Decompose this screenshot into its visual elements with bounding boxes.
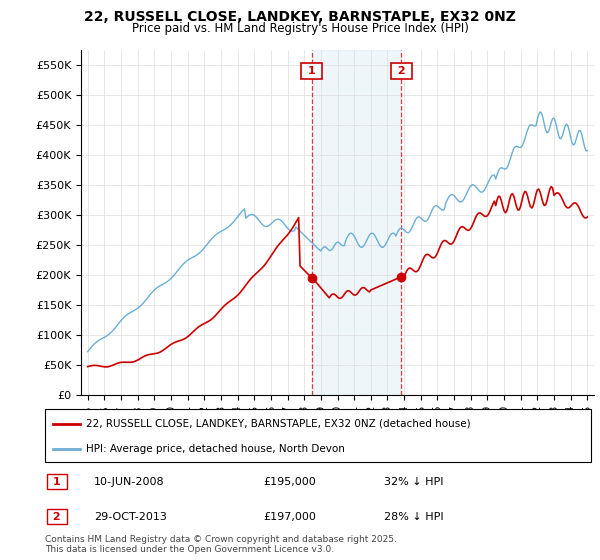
Text: 22, RUSSELL CLOSE, LANDKEY, BARNSTAPLE, EX32 0NZ (detached house): 22, RUSSELL CLOSE, LANDKEY, BARNSTAPLE, … <box>86 419 470 429</box>
FancyBboxPatch shape <box>45 409 591 462</box>
Text: HPI: Average price, detached house, North Devon: HPI: Average price, detached house, Nort… <box>86 444 345 454</box>
Text: £195,000: £195,000 <box>263 477 316 487</box>
Text: 2: 2 <box>394 66 409 76</box>
Text: 29-OCT-2013: 29-OCT-2013 <box>94 512 167 521</box>
Text: Price paid vs. HM Land Registry's House Price Index (HPI): Price paid vs. HM Land Registry's House … <box>131 22 469 35</box>
Text: 32% ↓ HPI: 32% ↓ HPI <box>383 477 443 487</box>
Text: £197,000: £197,000 <box>263 512 316 521</box>
Text: 10-JUN-2008: 10-JUN-2008 <box>94 477 165 487</box>
Text: 1: 1 <box>49 477 65 487</box>
Text: 2: 2 <box>49 512 65 521</box>
Text: 1: 1 <box>304 66 319 76</box>
Text: Contains HM Land Registry data © Crown copyright and database right 2025.
This d: Contains HM Land Registry data © Crown c… <box>45 535 397 554</box>
Bar <box>311 50 401 395</box>
Text: 22, RUSSELL CLOSE, LANDKEY, BARNSTAPLE, EX32 0NZ: 22, RUSSELL CLOSE, LANDKEY, BARNSTAPLE, … <box>84 10 516 24</box>
Text: 28% ↓ HPI: 28% ↓ HPI <box>383 512 443 521</box>
